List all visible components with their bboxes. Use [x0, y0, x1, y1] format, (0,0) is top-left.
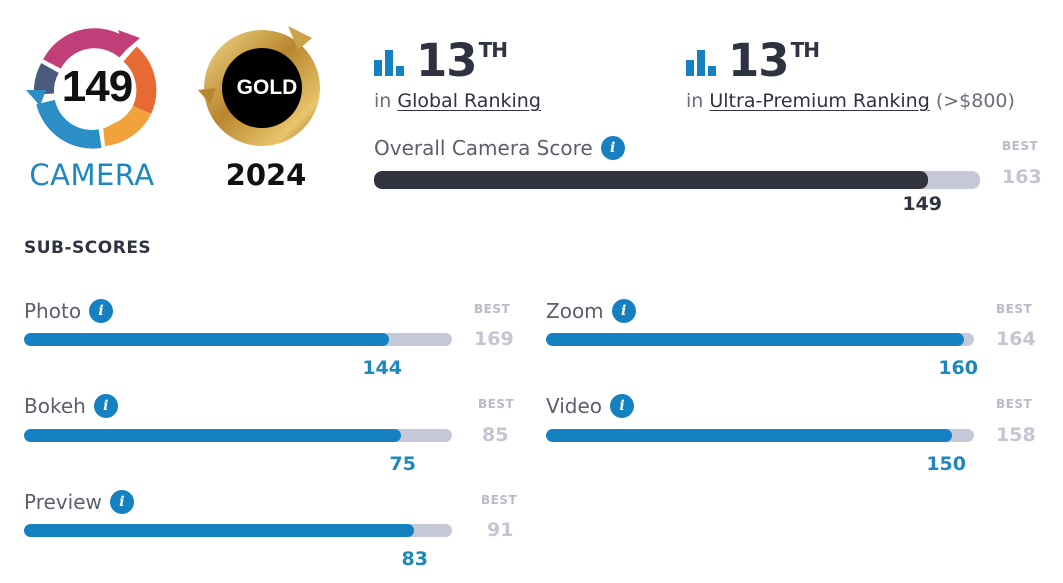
- info-icon[interactable]: i: [610, 393, 635, 418]
- preview-score-value: 83: [401, 548, 428, 570]
- photo-score-bar: [24, 333, 452, 346]
- info-icon[interactable]: i: [93, 393, 118, 418]
- photo-best-value: 169: [474, 328, 514, 350]
- preview-score-bar: [24, 524, 452, 537]
- preview-label: Preview i: [24, 489, 134, 516]
- info-icon[interactable]: i: [611, 298, 636, 323]
- gold-badge-icon: [198, 26, 320, 146]
- video-score-value: 150: [926, 453, 966, 475]
- global-rank-text: in Global Ranking: [374, 90, 541, 112]
- ultra-premium-rank-text: in Ultra-Premium Ranking (>$800): [686, 90, 1015, 112]
- video-label: Video i: [546, 393, 635, 420]
- overall-score-title: Overall Camera Score i: [374, 135, 625, 162]
- global-ranking-link[interactable]: Global Ranking: [397, 90, 541, 112]
- global-rank-number: 13 TH: [416, 34, 508, 87]
- zoom-score-fill: [546, 333, 964, 346]
- global-rank-suffix: TH: [478, 38, 508, 62]
- bokeh-score-value: 75: [389, 453, 416, 475]
- bokeh-best-value: 85: [482, 424, 509, 446]
- bokeh-label: Bokeh i: [24, 393, 118, 420]
- overall-score-fill: [374, 171, 928, 189]
- photo-score-fill: [24, 333, 389, 346]
- bar-chart-icon: [686, 50, 716, 76]
- video-best-tag: BEST: [996, 397, 1033, 411]
- video-score-bar: [546, 429, 974, 442]
- bokeh-score-bar: [24, 429, 452, 442]
- ultra-premium-rank-number: 13 TH: [728, 34, 820, 87]
- gold-badge-label: GOLD: [236, 76, 298, 99]
- overall-best-tag: BEST: [1002, 139, 1039, 153]
- overall-score-value: 149: [902, 193, 942, 215]
- ultra-premium-ranking-link[interactable]: Ultra-Premium Ranking: [709, 90, 930, 112]
- bokeh-score-fill: [24, 429, 402, 442]
- photo-best-tag: BEST: [474, 302, 511, 316]
- preview-best-value: 91: [487, 519, 514, 541]
- zoom-label: Zoom i: [546, 298, 636, 325]
- info-icon[interactable]: i: [600, 135, 625, 160]
- info-icon[interactable]: i: [89, 298, 114, 323]
- bar-chart-icon: [374, 50, 404, 76]
- photo-label: Photo i: [24, 298, 114, 325]
- photo-score-value: 144: [362, 357, 402, 379]
- bokeh-best-tag: BEST: [478, 397, 515, 411]
- gold-badge-year: 2024: [225, 158, 307, 192]
- info-icon[interactable]: i: [109, 489, 134, 514]
- zoom-score-bar: [546, 333, 974, 346]
- video-score-fill: [546, 429, 953, 442]
- overall-score-bar: [374, 171, 980, 189]
- price-range: (>$800): [935, 90, 1015, 112]
- overall-best-value: 163: [1002, 166, 1042, 188]
- camera-score-badge-value: 149: [61, 62, 133, 111]
- zoom-best-tag: BEST: [996, 302, 1033, 316]
- preview-best-tag: BEST: [481, 493, 518, 507]
- camera-badge-label: CAMERA: [29, 158, 155, 192]
- zoom-score-value: 160: [938, 357, 978, 379]
- preview-score-fill: [24, 524, 415, 537]
- camera-badge-icon: [26, 28, 157, 149]
- sub-scores-title: SUB-SCORES: [24, 238, 152, 258]
- zoom-best-value: 164: [996, 328, 1036, 350]
- video-best-value: 158: [996, 424, 1036, 446]
- ultra-premium-rank-suffix: TH: [790, 38, 820, 62]
